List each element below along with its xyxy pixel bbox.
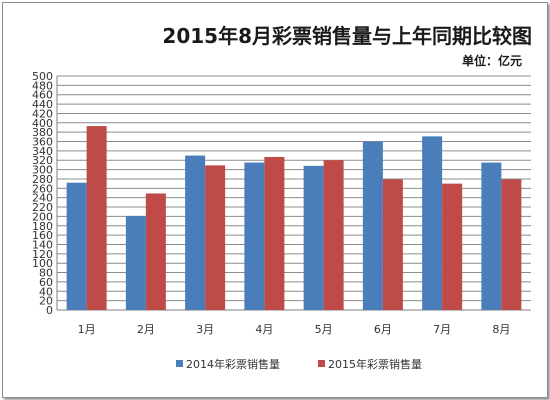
bar-2015 <box>501 179 522 310</box>
bar-2014 <box>185 155 206 310</box>
bar-2015 <box>323 160 344 310</box>
bar-2014 <box>244 162 265 310</box>
x-tick-label: 3月 <box>196 323 214 336</box>
y-tick-label: 0 <box>46 304 53 317</box>
x-tick-label: 8月 <box>492 323 510 336</box>
y-tick-label: 500 <box>32 70 53 83</box>
bar-2014 <box>362 141 383 310</box>
y-tick-label: 260 <box>32 182 53 195</box>
x-tick-label: 7月 <box>433 323 451 336</box>
y-tick-label: 160 <box>32 229 53 242</box>
bar-2014 <box>422 136 443 310</box>
y-tick-label: 180 <box>32 220 53 233</box>
bar-2015 <box>205 165 226 310</box>
y-tick-label: 40 <box>39 285 53 298</box>
bar-2015 <box>442 183 463 310</box>
unit-label: 单位：亿元 <box>461 54 522 68</box>
y-tick-label: 440 <box>32 98 53 111</box>
bar-2015 <box>145 193 166 310</box>
y-tick-label: 460 <box>32 89 53 102</box>
bar-2015 <box>86 126 107 311</box>
x-tick-label: 4月 <box>255 323 273 336</box>
bar-2015 <box>264 156 285 310</box>
y-tick-label: 120 <box>32 248 53 261</box>
bar-2014 <box>125 215 146 310</box>
bar-2014 <box>66 182 87 310</box>
y-tick-label: 340 <box>32 145 53 158</box>
y-tick-label: 300 <box>32 164 53 177</box>
x-tick-label: 1月 <box>78 323 96 336</box>
x-tick-label: 2月 <box>137 323 155 336</box>
y-tick-label: 380 <box>32 126 53 139</box>
y-tick-label: 320 <box>32 154 53 167</box>
chart-title: 2015年8月彩票销售量与上年同期比较图 <box>162 24 532 48</box>
y-tick-label: 100 <box>32 257 53 270</box>
bar-2014 <box>303 165 324 310</box>
y-tick-label: 20 <box>39 295 53 308</box>
y-tick-label: 60 <box>39 276 53 289</box>
y-tick-label: 220 <box>32 201 53 214</box>
y-tick-label: 280 <box>32 173 53 186</box>
bar-2014 <box>481 162 502 310</box>
legend-swatch <box>318 360 325 367</box>
x-tick-label: 6月 <box>374 323 392 336</box>
y-tick-label: 420 <box>32 107 53 120</box>
x-tick-label: 5月 <box>315 323 333 336</box>
legend-swatch <box>176 360 183 367</box>
legend-label: 2015年彩票销售量 <box>328 357 422 371</box>
y-tick-label: 360 <box>32 136 53 149</box>
y-tick-label: 240 <box>32 192 53 205</box>
legend-label: 2014年彩票销售量 <box>186 357 280 371</box>
y-tick-label: 200 <box>32 210 53 223</box>
bar-2015 <box>382 179 403 310</box>
y-tick-label: 80 <box>39 267 53 280</box>
y-tick-label: 400 <box>32 117 53 130</box>
y-tick-label: 140 <box>32 238 53 251</box>
y-tick-label: 480 <box>32 79 53 92</box>
